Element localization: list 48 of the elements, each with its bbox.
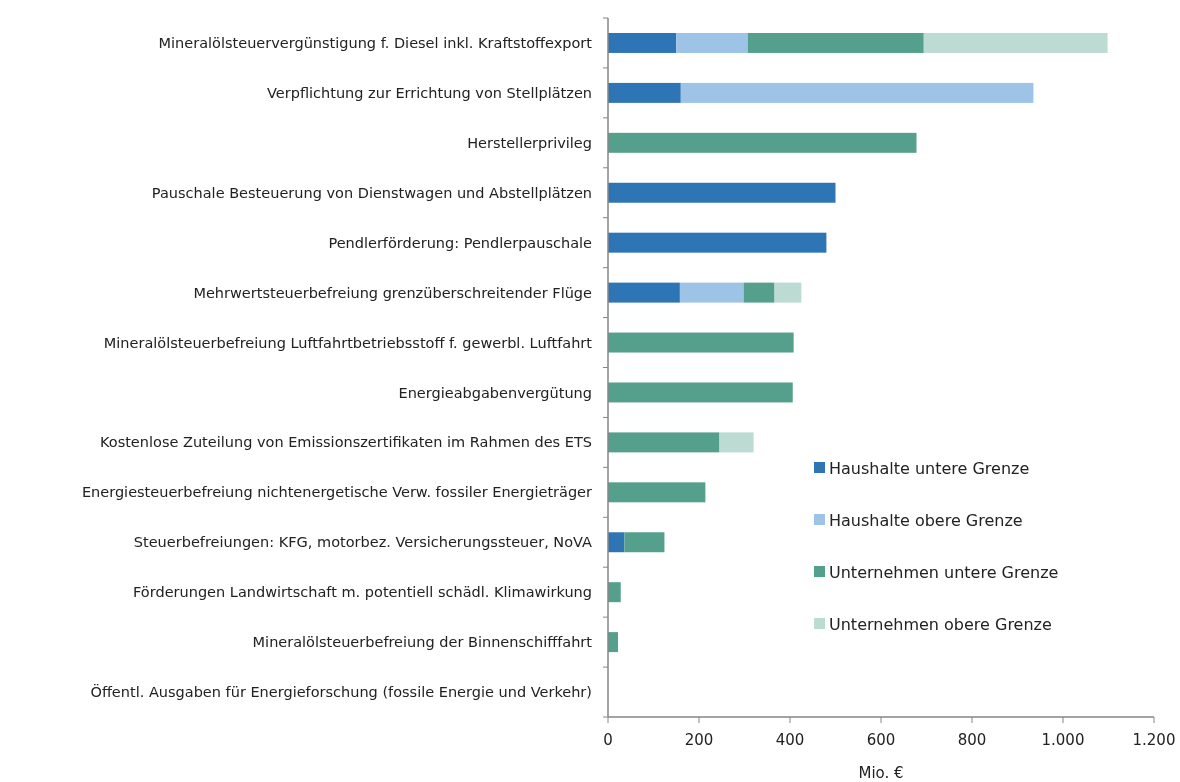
- x-tick-label: 1.000: [1041, 731, 1085, 749]
- bar: [747, 32, 924, 53]
- x-tick-label: 1.200: [1132, 731, 1176, 749]
- x-tick-label: 600: [866, 731, 896, 749]
- bar: [774, 282, 802, 303]
- bar: [608, 32, 677, 53]
- bar: [743, 282, 775, 303]
- bar: [608, 82, 681, 103]
- legend-label: Unternehmen untere Grenze: [829, 562, 1059, 582]
- y-tick-label: Mineralölsteuervergünstigung f. Diesel inkl. Kraftstoffexport: [158, 35, 593, 52]
- bar: [680, 82, 1034, 103]
- bar: [608, 382, 793, 403]
- bar: [608, 132, 917, 153]
- bar: [608, 632, 619, 653]
- y-tick-label: Öffentl. Ausgaben für Energieforschung (fossile Energie und Verkehr): [90, 683, 592, 701]
- y-tick-label: Kostenlose Zuteilung von Emissionszertifikaten im Rahmen des ETS: [99, 434, 592, 451]
- bar: [608, 282, 680, 303]
- x-tick-label: 400: [775, 731, 805, 749]
- bar: [608, 432, 720, 453]
- y-tick-label: Pendlerförderung: Pendlerpauschale: [328, 234, 593, 251]
- bar: [608, 332, 794, 353]
- bar: [719, 432, 754, 453]
- y-tick-label: Pauschale Besteuerung von Dienstwagen und Abstellplätzen: [151, 184, 592, 201]
- y-tick-label: Mehrwertsteuerbefreiung grenzüberschreitender Flüge: [193, 284, 593, 301]
- bar: [608, 532, 625, 553]
- bar: [608, 582, 621, 603]
- bar: [608, 232, 827, 253]
- bar: [923, 32, 1108, 53]
- legend-label: Haushalte obere Grenze: [829, 510, 1023, 530]
- bar: [676, 32, 748, 53]
- bar: [608, 182, 836, 203]
- y-tick-label: Verpflichtung zur Errichtung von Stellplätzen: [267, 84, 592, 101]
- x-tick-label: 800: [957, 731, 987, 749]
- y-tick-label: Steuerbefreiungen: KFG, motorbez. Versicherungssteuer, NoVA: [133, 534, 593, 551]
- y-tick-label: Energiesteuerbefreiung nichtenergetische Verw. fossiler Energieträger: [81, 484, 593, 501]
- y-tick-label: Mineralölsteuerbefreiung Luftfahrtbetriebsstoff f. gewerbl. Luftfahrt: [103, 334, 593, 351]
- y-tick-label: Energieabgabenvergütung: [398, 384, 592, 401]
- x-tick-label: 200: [684, 731, 714, 749]
- y-tick-label: Herstellerprivileg: [467, 134, 592, 151]
- bar: [679, 282, 744, 303]
- legend-label: Haushalte untere Grenze: [829, 458, 1030, 478]
- x-tick-label: 0: [603, 731, 613, 749]
- x-axis-title: Mio. €: [858, 764, 904, 782]
- y-tick-label: Mineralölsteuerbefreiung der Binnenschifffahrt: [252, 634, 593, 651]
- bar: [608, 482, 706, 503]
- y-tick-label: Förderungen Landwirtschaft m. potentiell schädl. Klimawirkung: [133, 584, 592, 601]
- bar: [624, 532, 665, 553]
- legend-label: Unternehmen obere Grenze: [829, 614, 1052, 634]
